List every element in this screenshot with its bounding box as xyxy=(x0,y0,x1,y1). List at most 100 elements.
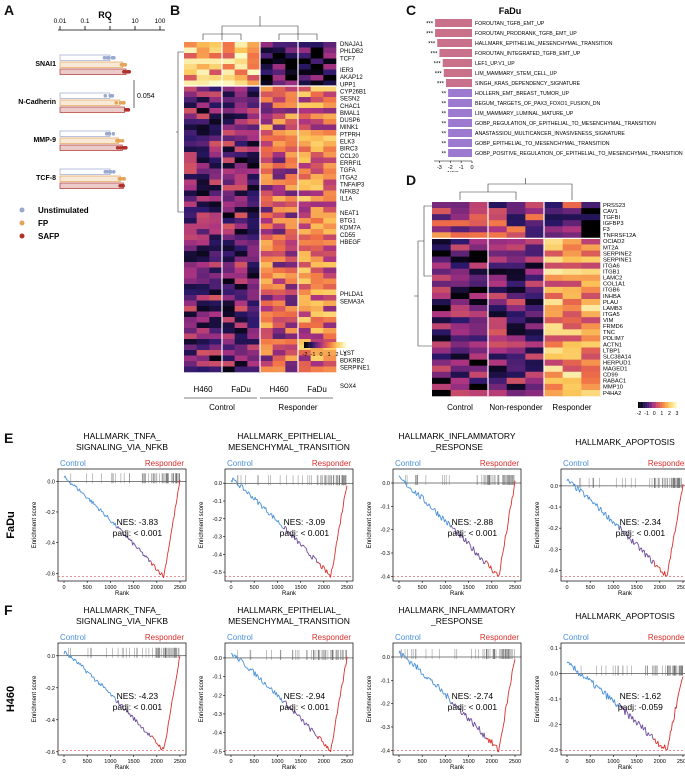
heatmap-cell xyxy=(432,250,451,257)
rq-bar xyxy=(59,137,119,144)
scale-swatch xyxy=(319,342,321,348)
heatmap-cell xyxy=(285,344,299,351)
term-label: ANASTASSIOU_MULTICANCER_INVASIVENESS_SIG… xyxy=(475,131,625,137)
heatmap-cell xyxy=(323,289,337,296)
heatmap-cell xyxy=(209,322,223,329)
heatmap-cell xyxy=(488,250,507,257)
scale-tick: -2 xyxy=(303,352,308,358)
heatmap-cell xyxy=(272,168,286,175)
heatmap-cell xyxy=(209,141,223,147)
heatmap-cell xyxy=(285,196,299,202)
heatmap-cell xyxy=(432,214,451,221)
heatmap-cell xyxy=(247,97,261,103)
gene-label: PTPRH xyxy=(340,132,360,138)
heatmap-cell xyxy=(323,262,337,268)
heatmap-cell xyxy=(222,361,235,367)
heatmap-cell xyxy=(285,284,299,290)
scale-swatch xyxy=(640,402,642,408)
heatmap-cell xyxy=(222,152,235,158)
heatmap-cell xyxy=(310,311,324,318)
heatmap-cell xyxy=(234,86,248,92)
heatmap-cell xyxy=(581,226,601,233)
heatmap-cell xyxy=(222,196,235,202)
nes-tick: -2 xyxy=(448,165,453,171)
heatmap-cell xyxy=(184,295,197,301)
heatmap-cell xyxy=(544,317,563,324)
heatmap-cell xyxy=(544,292,563,300)
heatmap-cell xyxy=(506,208,526,215)
heatmap-cell xyxy=(581,202,601,209)
heatmap-cell xyxy=(260,47,273,54)
x-tick: 1000 xyxy=(439,759,451,765)
heatmap-cell xyxy=(285,256,299,263)
heatmap-cell xyxy=(310,212,324,219)
heatmap-cell xyxy=(310,267,324,274)
heatmap-cell xyxy=(323,157,337,164)
heatmap-cell xyxy=(525,299,545,306)
heatmap-cell xyxy=(272,295,286,301)
scale-swatch xyxy=(656,402,658,408)
heatmap-cell xyxy=(209,113,223,120)
heatmap-cell xyxy=(222,201,235,208)
heatmap-cell xyxy=(184,311,197,318)
heatmap-cell xyxy=(285,53,299,59)
heatmap-cell xyxy=(184,240,197,246)
gene-label: LYST xyxy=(340,351,355,357)
sig-stars: *** xyxy=(437,82,445,88)
gene-label: KDM7A xyxy=(340,226,361,232)
heatmap-cell xyxy=(222,218,235,224)
gene-label: TNC xyxy=(603,330,615,336)
heatmap-cell xyxy=(209,179,223,186)
gsea-plots: FaDuHALLMARK_TNFA_SIGNALING_VIA_NFKBCont… xyxy=(5,431,685,771)
heatmap-cell xyxy=(525,353,545,360)
heatmap-cell xyxy=(285,251,299,257)
heatmap-cell xyxy=(234,179,248,186)
heatmap-cell xyxy=(184,289,197,296)
gene-label: CD55 xyxy=(340,233,356,239)
heatmap-cell xyxy=(525,232,545,239)
heatmap-cell xyxy=(222,212,235,219)
term-label: FOROUTAN_TGFB_EMT_UP xyxy=(475,21,545,27)
heatmap-cell xyxy=(310,355,324,362)
heatmap-cell xyxy=(323,91,337,98)
y-tick: 0.0 xyxy=(214,481,222,487)
y-tick: 0.1 xyxy=(550,646,558,652)
heatmap-cell xyxy=(562,220,582,227)
heatmap-cell xyxy=(247,102,261,109)
heatmap-cell xyxy=(323,251,337,257)
gene-label: NEAT1 xyxy=(340,211,360,217)
heatmap-cell xyxy=(260,190,273,197)
y-tick: -0.4 xyxy=(381,748,390,754)
heatmap-cell xyxy=(260,102,273,109)
heatmap-cell xyxy=(234,135,248,142)
scale-swatch xyxy=(670,402,672,408)
heatmap-cell xyxy=(488,383,507,391)
heatmap-cell xyxy=(234,328,248,334)
heatmap-cell xyxy=(310,108,324,114)
heatmap-cell xyxy=(298,229,311,235)
heatmap-cell xyxy=(298,317,311,323)
gsea-title: HALLMARK_EPITHELIAL_ xyxy=(237,431,341,441)
heatmap-cell xyxy=(506,274,526,282)
heatmap-cell xyxy=(196,328,210,334)
heatmap-cell xyxy=(222,366,235,373)
heatmap-cell xyxy=(323,306,337,312)
heatmap-cell xyxy=(323,141,337,147)
y-tick: -0.1 xyxy=(549,697,558,703)
x-tick: 2500 xyxy=(174,759,186,765)
panel-a-rq-plot: RQ 0.01 0.1 1 10 100 SNAI1 N-Cadherin MMP-9 TCF… xyxy=(18,10,166,241)
heatmap-cell xyxy=(247,212,261,219)
heatmap-cell xyxy=(581,353,601,360)
sig-stars: *** xyxy=(428,42,436,48)
heatmap-cell xyxy=(260,91,273,98)
heatmap-cell xyxy=(272,361,286,367)
heatmap-cell xyxy=(488,226,507,233)
heatmap-cell xyxy=(469,365,489,373)
heatmap-cell xyxy=(506,286,526,294)
heatmap-cell xyxy=(562,329,582,336)
heatmap-cell xyxy=(247,256,261,263)
rq-point xyxy=(111,170,116,174)
heatmap-cell xyxy=(209,344,223,351)
heatmap-cell xyxy=(196,218,210,224)
heatmap-cell xyxy=(247,157,261,164)
